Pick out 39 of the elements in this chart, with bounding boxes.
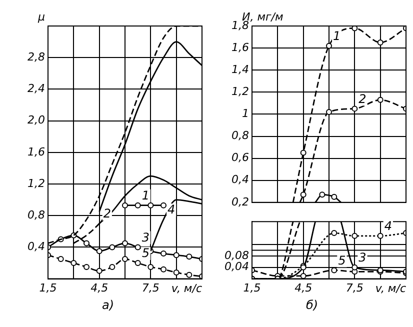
annotation: 1	[333, 28, 341, 43]
annotation: 4	[384, 219, 392, 234]
x-tick-label: 1,5	[243, 281, 261, 294]
y-tick-label: 2,8	[28, 50, 45, 64]
x-tick-label: 7,5	[346, 281, 364, 294]
annotation: 3	[358, 250, 366, 264]
y-axis-title: μ	[37, 10, 45, 24]
y-tick-label: 0,04	[224, 260, 249, 274]
x-tick-label: 4,5	[294, 281, 312, 294]
annotation: 5	[142, 246, 150, 260]
text: а)	[100, 298, 116, 312]
y-tick-label: 0,6	[232, 151, 249, 164]
x-tick-label: 7,5	[142, 281, 160, 294]
y-tick-label: 1,6	[232, 40, 249, 54]
y-tick-label: 0,8	[232, 129, 249, 142]
x-tick-label: 4,5	[90, 281, 108, 294]
y-tick-label: 0,2	[232, 195, 249, 208]
annotation: 3	[142, 230, 150, 244]
y-axis-title: И, мг/м	[242, 10, 284, 24]
y-tick-label: 1,4	[232, 62, 249, 76]
annotation: 5	[338, 253, 346, 268]
annotation: 4	[168, 202, 176, 217]
y-tick-label: 1,6	[28, 145, 45, 158]
y-tick-label: 0,4	[232, 173, 249, 186]
y-tick-label: 0,4	[28, 240, 45, 254]
annotation: 2	[358, 92, 366, 106]
y-tick-label: 1,2	[28, 176, 45, 190]
annotation: 2	[103, 206, 111, 221]
y-tick-label: 0,8	[28, 208, 45, 222]
text: б)	[304, 298, 320, 312]
y-tick-label: 0,08	[224, 248, 249, 262]
y-tick-label: 2,0	[28, 114, 45, 127]
y-tick-label: 2,4	[28, 82, 45, 96]
annotation: 1	[142, 188, 150, 202]
x-tick-label: 1,5	[39, 281, 57, 294]
y-tick-label: 1	[242, 107, 249, 120]
y-tick-label: 1,2	[232, 85, 249, 98]
x-axis-title: v, м/с	[375, 282, 406, 296]
x-axis-title: v, м/с	[171, 282, 202, 296]
